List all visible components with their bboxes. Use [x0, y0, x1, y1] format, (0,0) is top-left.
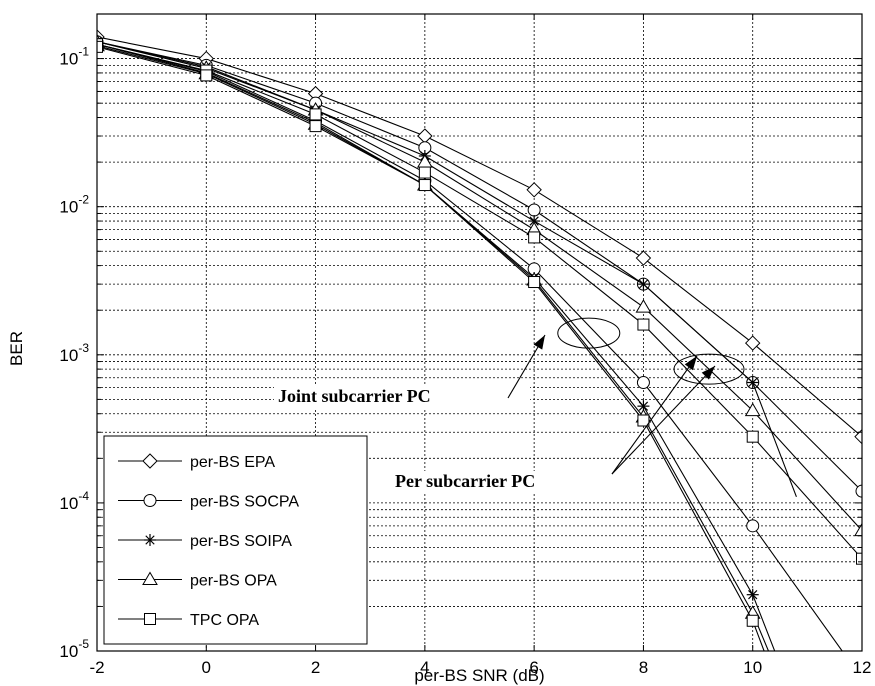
annotation-ellipse: [673, 353, 745, 385]
series-tpc-opa-point: [418, 166, 431, 179]
y-tick-label: 10-2: [59, 193, 89, 217]
y-tick-label: 10-3: [59, 341, 89, 365]
plot-frame: [96, 13, 863, 652]
series-tpc-opa-point: [200, 69, 213, 82]
annotations: Joint subcarrier PC Per subcarrier PC: [274, 317, 745, 493]
annotation-arrow-line: [611, 365, 716, 475]
legend-label: per-BS SOCPA: [190, 494, 299, 511]
legend-label: per-BS OPA: [190, 573, 277, 590]
legend-marker-star: [144, 534, 156, 546]
series-per-bs-epa-point: [635, 250, 652, 266]
x-tick-label: 6: [529, 658, 538, 677]
y-axis-label: BER: [7, 331, 26, 366]
series-per-bs-epa-point: [745, 335, 761, 351]
annotation-per-subcarrier-pc: Per subcarrier PC: [395, 471, 535, 491]
series-per-bs-soipa-line: [97, 41, 797, 497]
series-tpc-opa-point: [309, 108, 322, 121]
series-per-bs-soipa-line: [97, 43, 776, 651]
star-stroke: [638, 279, 649, 289]
series-per-bs-opa-line: [97, 45, 770, 651]
series-per-bs-socpa-point: [527, 203, 541, 217]
series-per-bs-socpa-point: [636, 376, 650, 390]
series-per-bs-socpa-point: [855, 484, 862, 498]
series-per-bs-soipa-point: [746, 376, 759, 389]
series-tpc-opa-point: [856, 552, 862, 565]
series-per-bs-epa-line: [97, 36, 862, 438]
star-stroke: [529, 216, 539, 226]
star-stroke: [638, 401, 649, 411]
series-per-bs-opa-point: [635, 299, 652, 313]
x-tick-label: 10: [743, 658, 762, 677]
x-tick-label: 4: [420, 658, 429, 677]
x-tick-label: 8: [639, 658, 648, 677]
series-tpc-opa-point: [528, 231, 541, 244]
series-tpc-opa-point: [528, 276, 541, 289]
series-per-bs-soipa-point: [746, 588, 759, 601]
legend-label: TPC OPA: [190, 612, 259, 629]
series-per-bs-soipa-point: [637, 278, 650, 291]
annotation-text-bg: [391, 471, 616, 493]
annotation-arrow-head: [701, 366, 715, 380]
series-per-bs-opa-point: [854, 522, 862, 537]
legend-marker-circle: [143, 494, 157, 507]
series-per-bs-opa-point: [416, 154, 433, 168]
series-per-bs-socpa-line: [97, 41, 862, 492]
legend-label: per-BS SOIPA: [190, 533, 292, 550]
series-tpc-opa-line: [97, 46, 765, 651]
annotation-text-bg: [274, 386, 530, 408]
series-tpc-opa-point: [97, 40, 103, 53]
annotation-arrow-line: [611, 355, 698, 475]
series-per-bs-socpa-point: [746, 519, 760, 533]
series-tpc-opa-point: [746, 430, 759, 443]
series-per-bs-epa-point: [526, 182, 542, 198]
x-tick-label: 0: [202, 658, 211, 677]
star-stroke: [145, 535, 155, 545]
series-per-bs-opa-point: [744, 402, 761, 417]
annotation-arrow-head: [684, 356, 697, 371]
legend-label: per-BS EPA: [190, 454, 275, 471]
annotation-ellipse: [557, 317, 621, 349]
x-axis-label: per-BS SNR (dB): [414, 666, 544, 685]
series-tpc-opa-point: [637, 414, 650, 427]
annotation-arrow-head: [533, 335, 545, 350]
star-stroke: [748, 590, 758, 600]
y-tick-label: 10-4: [59, 489, 89, 513]
series-lines: [97, 29, 862, 651]
y-tick-label: 10-5: [59, 637, 89, 661]
series-per-bs-socpa-line: [97, 43, 843, 651]
star-stroke: [748, 377, 758, 388]
legend-marker-square: [144, 613, 156, 625]
legend-marker-triangle: [142, 571, 158, 585]
series-tpc-opa-point: [637, 318, 650, 331]
legend: per-BS EPA per-BS SOCPA per-BS SOIPA per-BS…: [103, 435, 368, 645]
series-per-bs-epa-point: [854, 428, 862, 445]
x-tick-label: 2: [311, 658, 320, 677]
x-tick-label: -2: [89, 658, 104, 677]
series-tpc-opa-point: [746, 614, 759, 627]
series-tpc-opa-point: [418, 179, 431, 192]
axes: -2 0 2 4 6 8 10 12 10-1 10-2 10-3 10-4 10-5: [59, 13, 872, 677]
x-tick-label: 12: [853, 658, 872, 677]
series-per-bs-epa-point: [417, 128, 433, 144]
series-tpc-opa-point: [309, 120, 322, 133]
annotation-joint-subcarrier-pc: Joint subcarrier PC: [278, 386, 431, 406]
series-tpc-opa-line: [97, 43, 862, 560]
y-tick-label: 10-1: [59, 45, 89, 69]
legend-marker-diamond: [142, 453, 158, 469]
series-per-bs-opa-line: [97, 41, 862, 531]
